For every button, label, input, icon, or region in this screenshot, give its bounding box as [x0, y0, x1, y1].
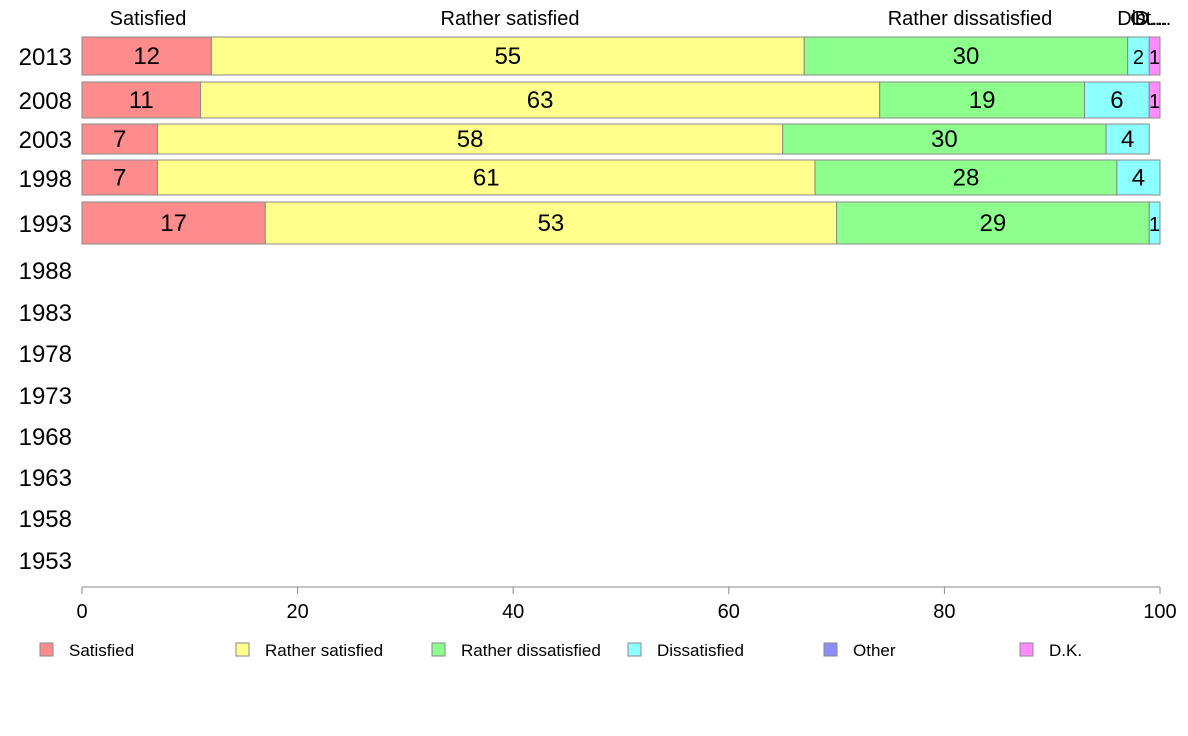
column-header-6: D....: [1135, 8, 1172, 30]
y-tick-label-1968: 1968: [19, 424, 72, 451]
value-label-2003-rather-dissatisfied: 30: [931, 126, 958, 153]
bar-2003-satisfied: [81, 123, 158, 155]
y-tick-label-2013: 2013: [19, 44, 72, 71]
bar-1998-rather-satisfied: [156, 159, 816, 196]
y-tick-label-2003: 2003: [19, 127, 72, 154]
bar-2008-dissatisfied: [1084, 81, 1150, 119]
value-label-1993-rather-satisfied: 53: [538, 210, 565, 237]
value-label-2008-rather-dissatisfied: 19: [969, 87, 996, 114]
column-header-5: Ot...: [1130, 8, 1168, 30]
bars-group: 12 55 30 2 111 63 19 6 17 58 30 47 61 28 417 53 29 1: [81, 36, 1161, 245]
legend-swatch-rather-satisfied: [235, 642, 250, 657]
bar-2003-dissatisfied: [1105, 123, 1150, 155]
legend-label-d-k: D.K.: [1049, 641, 1082, 660]
x-tick-label-0: 0: [76, 601, 87, 623]
bar-2003-rather-satisfied: [156, 123, 784, 155]
x-axis: 0 20 40 60 80 100: [76, 586, 1177, 623]
x-tick-label-100: 100: [1143, 601, 1176, 623]
bar-2013-satisfied: [81, 36, 212, 76]
legend-swatch-other: [823, 642, 838, 657]
y-tick-label-1963: 1963: [19, 465, 72, 492]
bar-1993-rather-satisfied: [264, 201, 838, 245]
value-label-2013-dissatisfied: 2: [1133, 47, 1144, 69]
value-label-2013-d-k: 1: [1149, 47, 1160, 69]
bar-1998-dissatisfied: [1116, 159, 1161, 196]
value-label-1998-dissatisfied: 4: [1132, 165, 1145, 192]
value-label-1993-satisfied: 17: [160, 210, 187, 237]
bar-1998-satisfied: [81, 159, 158, 196]
legend-label-other: Other: [853, 641, 896, 660]
value-label-2008-rather-satisfied: 63: [527, 87, 554, 114]
value-label-2003-satisfied: 7: [113, 126, 126, 153]
bar-1993-rather-dissatisfied: [836, 201, 1150, 245]
x-tick-label-60: 60: [718, 601, 740, 623]
y-tick-label-1973: 1973: [19, 383, 72, 410]
x-tick-label-80: 80: [933, 601, 955, 623]
y-tick-label-1958: 1958: [19, 506, 72, 533]
x-tick-label-20: 20: [286, 601, 308, 623]
legend-label-rather-satisfied: Rather satisfied: [265, 641, 383, 660]
column-header-3: Rather dissatisfied: [888, 8, 1053, 30]
value-label-1993-dissatisfied: 1: [1149, 214, 1160, 236]
value-label-1993-rather-dissatisfied: 29: [980, 210, 1007, 237]
legend-swatch-satisfied: [39, 642, 54, 657]
column-header-1: Satisfied: [110, 8, 187, 30]
value-label-2003-dissatisfied: 4: [1121, 126, 1134, 153]
y-tick-label-1988: 1988: [19, 258, 72, 285]
legend: Satisfied Rather satisfied Rather dissatis…: [39, 641, 1082, 660]
value-label-1998-rather-dissatisfied: 28: [953, 165, 980, 192]
value-label-2013-rather-satisfied: 55: [494, 43, 521, 70]
legend-swatch-d-k: [1019, 642, 1034, 657]
legend-swatch-rather-dissatisfied: [431, 642, 446, 657]
bar-1993-satisfied: [81, 201, 266, 245]
column-header-2: Rather satisfied: [441, 8, 580, 30]
bar-2013-d-k: [1148, 36, 1161, 76]
value-label-2013-satisfied: 12: [133, 43, 160, 70]
legend-swatch-dissatisfied: [627, 642, 642, 657]
value-label-2003-rather-satisfied: 58: [457, 126, 484, 153]
value-label-1998-rather-satisfied: 61: [473, 165, 500, 192]
bar-2008-d-k: [1148, 81, 1161, 119]
bar-1998-rather-dissatisfied: [814, 159, 1118, 196]
legend-label-satisfied: Satisfied: [69, 641, 134, 660]
column-header-labels: Satisfied Rather satisfied Rather dissatis…: [110, 8, 1172, 30]
value-label-2008-satisfied: 11: [129, 87, 154, 114]
y-tick-label-1993: 1993: [19, 211, 72, 238]
y-tick-label-1978: 1978: [19, 341, 72, 368]
y-tick-label-1983: 1983: [19, 300, 72, 327]
bar-2013-rather-dissatisfied: [803, 36, 1129, 76]
value-label-2008-dissatisfied: 6: [1110, 87, 1123, 114]
value-label-1998-satisfied: 7: [113, 165, 126, 192]
bar-1993-dissatisfied: [1148, 201, 1161, 245]
legend-label-rather-dissatisfied: Rather dissatisfied: [461, 641, 601, 660]
y-tick-label-1998: 1998: [19, 166, 72, 193]
y-axis-labels: 2013 2008 2003 1998 1993 1988 1983 1978 1973 1968…: [19, 44, 72, 575]
column-header-4: Dis...: [1117, 8, 1163, 30]
value-label-2008-d-k: 1: [1149, 91, 1160, 113]
bar-2008-rather-dissatisfied: [879, 81, 1086, 119]
legend-label-dissatisfied: Dissatisfied: [657, 641, 744, 660]
y-tick-label-2008: 2008: [19, 88, 72, 115]
y-tick-label-1953: 1953: [19, 548, 72, 575]
x-tick-label-40: 40: [502, 601, 524, 623]
value-label-2013-rather-dissatisfied: 30: [953, 43, 980, 70]
